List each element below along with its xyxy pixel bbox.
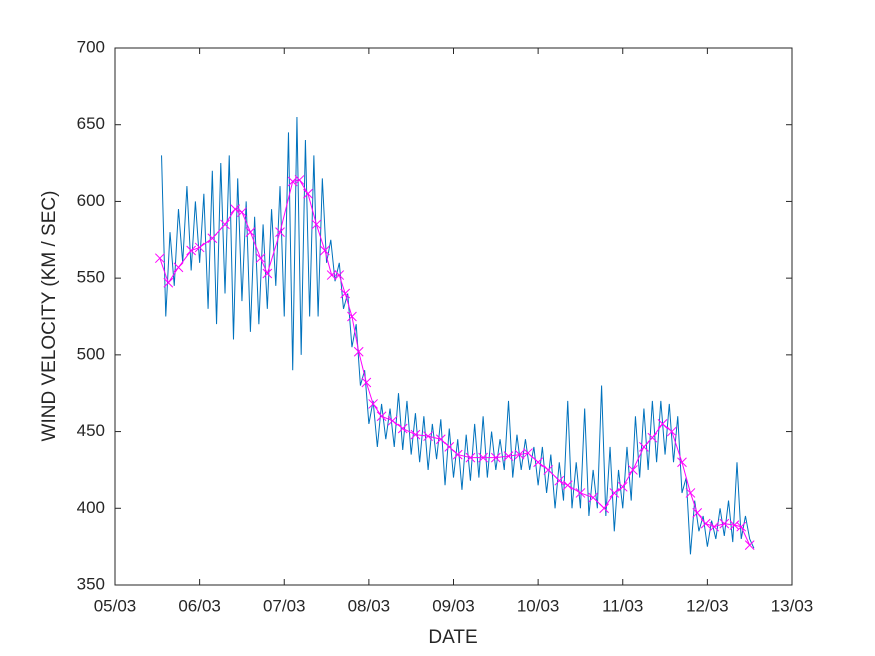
x-marker [326, 270, 337, 280]
x-marker [368, 399, 378, 409]
x-marker [666, 426, 677, 437]
x-marker [562, 480, 573, 491]
x-marker [609, 488, 620, 498]
plot-frame [114, 47, 793, 586]
x-marker [435, 434, 446, 445]
x-marker [173, 262, 184, 273]
y-tick-label: 350 [77, 574, 105, 593]
x-marker [599, 503, 609, 514]
x-marker [543, 465, 554, 475]
x-marker [554, 475, 565, 486]
x-marker [465, 452, 476, 463]
y-axis-title: WIND VELOCITY (KM / SEC) [39, 191, 60, 442]
x-marker [340, 288, 351, 299]
x-tick-label: 13/03 [771, 596, 814, 615]
x-marker [628, 465, 638, 475]
x-marker [478, 452, 488, 463]
x-marker [387, 415, 398, 426]
x-marker [220, 219, 230, 230]
x-marker [334, 270, 345, 280]
x-tick-label: 10/03 [517, 596, 560, 615]
y-tick-label: 650 [77, 114, 105, 133]
x-marker [163, 277, 174, 288]
x-marker [397, 423, 408, 434]
y-tick-label: 400 [77, 498, 105, 517]
x-marker [311, 219, 322, 230]
x-tick-label: 05/03 [94, 596, 137, 615]
series-line [161, 117, 755, 555]
x-tick-label: 11/03 [602, 596, 643, 615]
y-tick-label: 550 [77, 268, 105, 287]
x-axis-title: DATE [428, 627, 477, 648]
x-marker [444, 442, 455, 452]
y-tick-label: 500 [77, 344, 105, 363]
x-marker [709, 521, 719, 532]
x-marker [320, 245, 330, 256]
x-marker [617, 481, 628, 492]
x-tick-label: 06/03 [178, 596, 221, 615]
x-tick-label: 09/03 [432, 596, 475, 615]
x-marker [245, 227, 256, 237]
x-marker [262, 268, 273, 279]
y-tick-label: 600 [77, 191, 105, 210]
x-marker [719, 518, 730, 529]
x-tick-label: 08/03 [348, 596, 391, 615]
x-marker [230, 204, 241, 214]
x-marker [353, 346, 364, 357]
x-marker [361, 377, 372, 388]
x-tick-label: 12/03 [686, 596, 729, 615]
x-marker [287, 176, 298, 187]
x-marker [503, 451, 514, 461]
x-marker [490, 452, 501, 463]
x-marker [194, 242, 205, 253]
x-marker [677, 457, 687, 468]
x-marker [744, 540, 755, 550]
x-marker [410, 429, 421, 440]
x-marker [154, 253, 165, 264]
x-marker [207, 233, 218, 244]
y-tick-label: 450 [77, 421, 105, 440]
x-marker [657, 419, 668, 429]
y-tick-label: 700 [77, 37, 105, 56]
x-marker [423, 431, 433, 442]
x-marker [575, 488, 586, 498]
x-marker [376, 411, 387, 422]
x-marker [729, 520, 740, 531]
x-marker [452, 449, 463, 460]
x-tick-label: 07/03 [263, 596, 306, 615]
x-marker [692, 508, 703, 518]
x-marker [639, 442, 649, 452]
x-marker [275, 227, 285, 237]
x-marker [347, 311, 357, 322]
x-marker [186, 245, 197, 256]
x-marker [514, 449, 525, 460]
x-marker [588, 492, 598, 503]
x-marker [303, 188, 313, 199]
x-marker [647, 432, 658, 443]
x-marker [294, 175, 305, 185]
x-marker [523, 448, 533, 458]
x-marker [533, 457, 543, 468]
x-marker [685, 488, 696, 498]
x-marker [736, 521, 747, 532]
x-marker [700, 518, 711, 529]
x-marker [255, 253, 266, 264]
x-marker [237, 207, 247, 218]
